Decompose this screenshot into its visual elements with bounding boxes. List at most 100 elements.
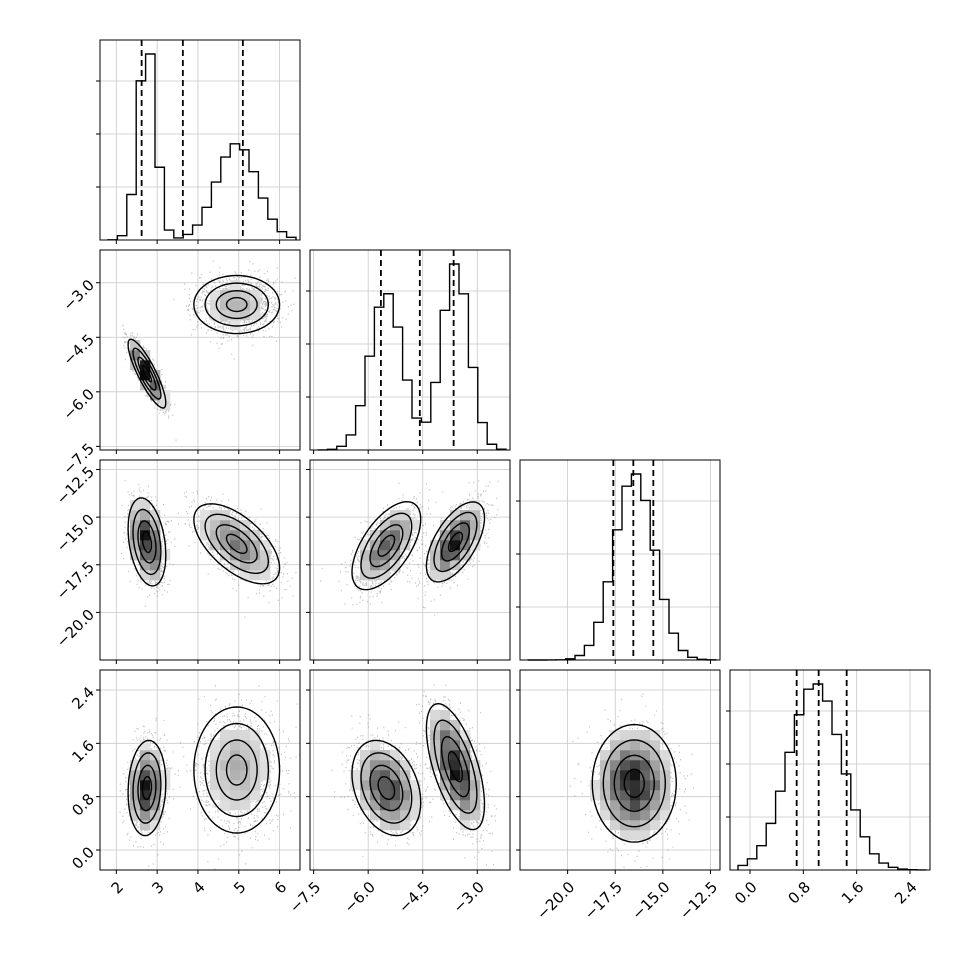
density-cell (650, 730, 661, 741)
density-cell (610, 790, 621, 801)
density-cell (390, 780, 401, 791)
x-tick-label: 1.6 (838, 878, 868, 908)
contour-line (127, 338, 167, 409)
contour-line (141, 776, 153, 800)
density-cell (470, 520, 481, 531)
density-cell (450, 720, 461, 731)
density-cell (230, 730, 241, 741)
density-cell (380, 530, 391, 541)
panel-frame (99, 39, 301, 241)
density-cell (460, 750, 471, 761)
pair-panel-2-1 (306, 459, 511, 664)
density-cell (140, 810, 151, 821)
density-cell (430, 710, 441, 721)
density-cell (650, 820, 661, 831)
density-cell (630, 760, 641, 771)
density-cell (650, 760, 661, 771)
density-cell (440, 750, 451, 761)
histogram-step (107, 53, 297, 241)
density-cell (150, 760, 161, 771)
density-cell (460, 810, 471, 821)
density-cell (390, 540, 401, 551)
density-cell (130, 340, 141, 351)
density-cell (130, 510, 141, 521)
contour-line (193, 706, 281, 834)
density-cell (650, 780, 661, 791)
density-cell (370, 560, 381, 571)
density-cell (390, 810, 401, 821)
density-cell (240, 780, 251, 791)
contour-line (132, 752, 162, 824)
density-cell (440, 570, 451, 581)
y-tick-label: 1.6 (68, 737, 98, 767)
density-cell (440, 720, 451, 731)
pair-panel-3-1: −7.5 −6.0 −4.5 −3.0 (286, 669, 511, 917)
density-cell (210, 770, 221, 781)
density-cell (380, 570, 391, 581)
density-cell (440, 770, 451, 781)
density-cell (140, 780, 151, 791)
density-cell (240, 560, 251, 571)
density-cell (240, 770, 251, 781)
density-cell (610, 740, 621, 751)
density-cell (450, 740, 461, 751)
contour-line (137, 764, 157, 812)
contour-line (141, 530, 153, 554)
panel-frame (309, 249, 511, 451)
density-cell (620, 740, 631, 751)
density-cell (400, 760, 411, 771)
density-cell (370, 530, 381, 541)
contour-line (369, 524, 404, 568)
density-cell (210, 300, 221, 311)
density-cell (130, 760, 141, 771)
density-cell (240, 300, 251, 311)
density-cell (390, 550, 401, 561)
density-cell (250, 540, 261, 551)
density-cell (380, 760, 391, 771)
density-cell (140, 520, 151, 531)
x-tick-label: 5 (230, 878, 249, 897)
density-cell (210, 750, 221, 761)
x-tick-label: 0.8 (784, 878, 814, 908)
density-cell (400, 510, 411, 521)
density-cell (630, 790, 641, 801)
density-cell (430, 760, 441, 771)
density-cell (650, 770, 661, 781)
density-cell (650, 790, 661, 801)
contour-line (132, 347, 162, 400)
x-tick-label: −12.5 (676, 878, 721, 923)
density-cell (370, 810, 381, 821)
density-cell (440, 760, 451, 771)
density-cell (150, 530, 161, 541)
density-cell (230, 320, 241, 331)
density-cell (440, 560, 451, 571)
contour-line (447, 531, 464, 553)
hist-panel-2 (516, 459, 721, 664)
density-cell (130, 520, 141, 531)
density-cell (370, 800, 381, 811)
x-tick-label: 6 (271, 878, 290, 897)
density-cell (470, 540, 481, 551)
y-tick-label: −15.0 (53, 510, 98, 555)
density-cell (140, 770, 151, 781)
density-cell (130, 780, 141, 791)
density-cell (230, 790, 241, 801)
density-cell (390, 750, 401, 761)
density-cell (390, 800, 401, 811)
density-cell (370, 770, 381, 781)
density-cell (140, 740, 151, 751)
density-cell (260, 750, 271, 761)
density-cell (630, 800, 641, 811)
density-cell (400, 800, 411, 811)
density-cell (440, 520, 451, 531)
panel-bg (730, 670, 930, 870)
density-cell (210, 540, 221, 551)
contour-line (377, 776, 396, 800)
density-cell (140, 540, 151, 551)
contour-line (137, 520, 157, 564)
density-cell (610, 730, 621, 741)
contour-line (360, 512, 413, 579)
density-cell (640, 800, 651, 811)
density-cell (360, 550, 371, 561)
contour-line (132, 508, 162, 576)
